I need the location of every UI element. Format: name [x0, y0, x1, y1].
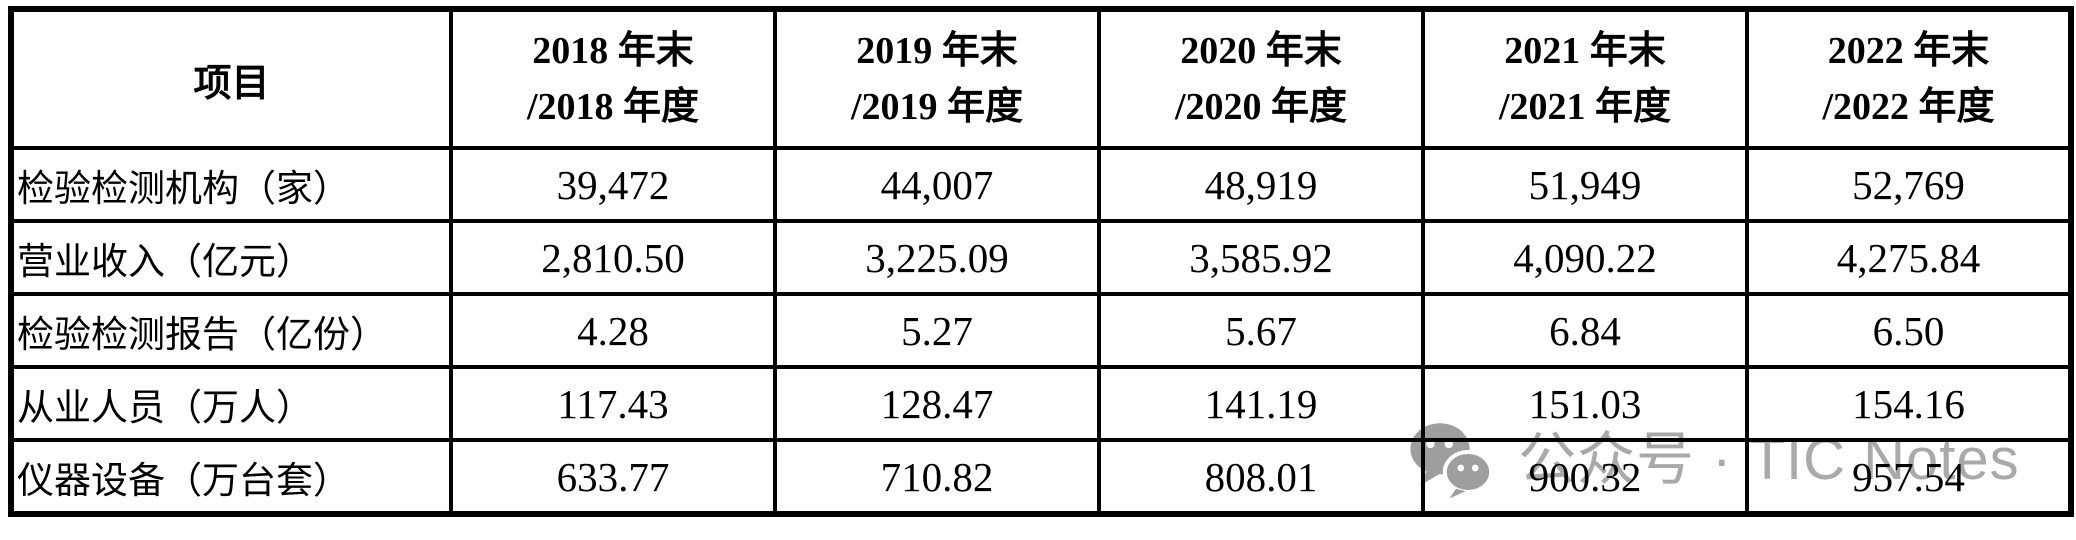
cell-value: 44,007 [773, 146, 1101, 223]
cell-value: 128.47 [773, 365, 1101, 442]
header-line2: /2019 年度 [850, 86, 1024, 128]
cell-value: 151.03 [1421, 365, 1749, 442]
cell-value: 710.82 [773, 438, 1101, 516]
cell-value: 4,275.84 [1745, 219, 2073, 296]
column-header-item: 项目 [9, 7, 453, 150]
row-label: 检验检测机构（家） [9, 146, 453, 223]
column-header-2019: 2019 年末 /2019 年度 [773, 7, 1101, 150]
statistics-table: 项目 2018 年末 /2018 年度 2019 年末 /2019 年度 202… [8, 6, 2074, 517]
column-header-2020: 2020 年末 /2020 年度 [1097, 7, 1425, 150]
column-header-2021: 2021 年末 /2021 年度 [1421, 7, 1749, 150]
cell-value: 633.77 [449, 438, 777, 516]
column-header-2022: 2022 年末 /2022 年度 [1745, 7, 2073, 150]
cell-value: 6.84 [1421, 292, 1749, 369]
cell-value: 5.67 [1097, 292, 1425, 369]
cell-value: 51,949 [1421, 146, 1749, 223]
table-row-employees: 从业人员（万人） 117.43 128.47 141.19 151.03 154… [9, 365, 2073, 442]
row-label: 检验检测报告（亿份） [9, 292, 453, 369]
table-row-equipment: 仪器设备（万台套） 633.77 710.82 808.01 900.32 95… [9, 438, 2073, 516]
cell-value: 154.16 [1745, 365, 2073, 442]
table-row-revenue: 营业收入（亿元） 2,810.50 3,225.09 3,585.92 4,09… [9, 219, 2073, 296]
cell-value: 48,919 [1097, 146, 1425, 223]
cell-value: 3,225.09 [773, 219, 1101, 296]
table-row-reports: 检验检测报告（亿份） 4.28 5.27 5.67 6.84 6.50 [9, 292, 2073, 369]
cell-value: 3,585.92 [1097, 219, 1425, 296]
cell-value: 39,472 [449, 146, 777, 223]
cell-value: 141.19 [1097, 365, 1425, 442]
header-line2: /2022 年度 [1822, 86, 1995, 128]
header-line1: 2020 年末 [1180, 30, 1342, 72]
row-label: 仪器设备（万台套） [9, 438, 453, 516]
header-line2: /2018 年度 [526, 86, 700, 128]
cell-value: 52,769 [1745, 146, 2073, 223]
header-line1: 2021 年末 [1504, 30, 1666, 72]
header-line2: /2020 年度 [1174, 86, 1348, 128]
cell-value: 4.28 [449, 292, 777, 369]
cell-value: 4,090.22 [1421, 219, 1749, 296]
header-line2: /2021 年度 [1498, 86, 1672, 128]
cell-value: 900.32 [1421, 438, 1749, 516]
cell-value: 5.27 [773, 292, 1101, 369]
cell-value: 957.54 [1745, 438, 2073, 516]
table-row-institutions: 检验检测机构（家） 39,472 44,007 48,919 51,949 52… [9, 146, 2073, 223]
row-label: 营业收入（亿元） [9, 219, 453, 296]
header-line1: 2022 年末 [1827, 30, 1990, 72]
row-label: 从业人员（万人） [9, 365, 453, 442]
cell-value: 117.43 [449, 365, 777, 442]
header-line1: 2019 年末 [856, 30, 1018, 72]
header-row: 项目 2018 年末 /2018 年度 2019 年末 /2019 年度 202… [9, 7, 2073, 150]
cell-value: 2,810.50 [449, 219, 777, 296]
cell-value: 6.50 [1745, 292, 2073, 369]
cell-value: 808.01 [1097, 438, 1425, 516]
column-header-2018: 2018 年末 /2018 年度 [449, 7, 777, 150]
header-line1: 2018 年末 [532, 30, 694, 72]
